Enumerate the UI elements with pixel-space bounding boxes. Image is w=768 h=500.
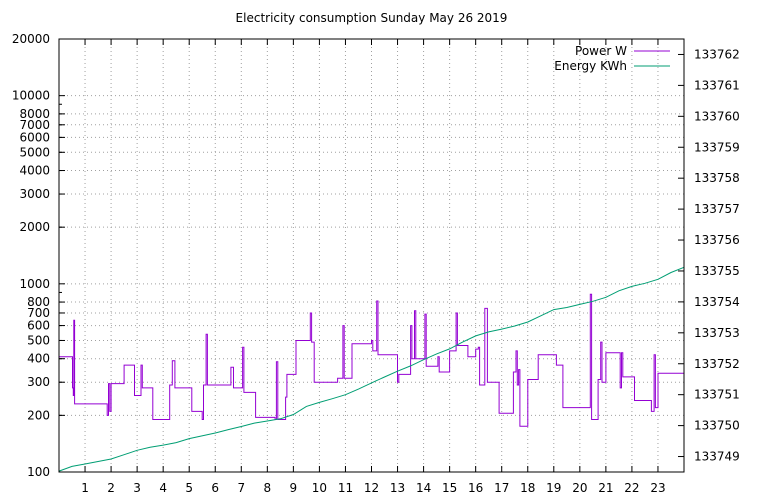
y-tick-label: 20000 bbox=[12, 32, 50, 46]
x-tick-label: 3 bbox=[133, 481, 141, 495]
y-tick-label: 5000 bbox=[19, 145, 50, 159]
y2-tick-label: 133749 bbox=[694, 450, 740, 464]
y2-tick-label: 133750 bbox=[694, 419, 740, 433]
x-tick-label: 19 bbox=[546, 481, 561, 495]
x-tick-label: 2 bbox=[107, 481, 115, 495]
y2-tick-label: 133758 bbox=[694, 171, 740, 185]
y2-tick-label: 133762 bbox=[694, 47, 740, 61]
y2-tick-label: 133755 bbox=[694, 264, 740, 278]
y-tick-label: 10000 bbox=[12, 89, 50, 103]
x-tick-label: 11 bbox=[338, 481, 353, 495]
y-tick-label: 8000 bbox=[19, 107, 50, 121]
x-tick-label: 7 bbox=[237, 481, 245, 495]
y-tick-label: 4000 bbox=[19, 164, 50, 178]
y2-tick-label: 133753 bbox=[694, 326, 740, 340]
series-lines bbox=[58, 266, 685, 472]
x-tick-label: 18 bbox=[520, 481, 535, 495]
series-line-0 bbox=[59, 293, 684, 427]
x-tick-label: 15 bbox=[442, 481, 457, 495]
y2-tick-label: 133759 bbox=[694, 140, 740, 154]
x-tick-label: 5 bbox=[185, 481, 193, 495]
y-tick-label: 800 bbox=[27, 295, 50, 309]
y-tick-label: 600 bbox=[27, 319, 50, 333]
x-tick-label: 23 bbox=[650, 481, 665, 495]
y-tick-label: 300 bbox=[27, 375, 50, 389]
y2-tick-label: 133751 bbox=[694, 388, 740, 402]
x-tick-label: 17 bbox=[494, 481, 509, 495]
y-tick-label: 2000 bbox=[19, 220, 50, 234]
y2-tick-label: 133756 bbox=[694, 233, 740, 247]
x-tick-label: 10 bbox=[312, 481, 327, 495]
x-tick-label: 13 bbox=[390, 481, 405, 495]
x-tick-label: 14 bbox=[416, 481, 431, 495]
x-tick-label: 9 bbox=[290, 481, 298, 495]
x-tick-label: 6 bbox=[211, 481, 219, 495]
x-tick-label: 1 bbox=[81, 481, 89, 495]
y-tick-label: 6000 bbox=[19, 130, 50, 144]
x-tick-label: 12 bbox=[364, 481, 379, 495]
y-tick-label: 200 bbox=[27, 408, 50, 422]
y-tick-label: 400 bbox=[27, 352, 50, 366]
axis-ticks: 1 2 3 4 5 6 7 8 9 10 11 12 13 14 15 16 17 18 19 20 21 22 23100… bbox=[12, 32, 740, 495]
y-tick-label: 500 bbox=[27, 333, 50, 347]
y-tick-label: 7000 bbox=[19, 118, 50, 132]
y2-tick-label: 133752 bbox=[694, 357, 740, 371]
y-tick-label: 100 bbox=[27, 465, 50, 479]
y-tick-label: 1000 bbox=[19, 277, 50, 291]
y2-tick-label: 133754 bbox=[694, 295, 740, 309]
y-tick-label: 700 bbox=[27, 306, 50, 320]
x-tick-label: 22 bbox=[624, 481, 639, 495]
x-tick-label: 20 bbox=[572, 481, 587, 495]
series-line-1 bbox=[58, 266, 685, 472]
y2-tick-label: 133757 bbox=[694, 202, 740, 216]
legend-label-0: Power W bbox=[575, 44, 627, 58]
x-tick-label: 4 bbox=[159, 481, 167, 495]
x-tick-label: 16 bbox=[468, 481, 483, 495]
x-tick-label: 8 bbox=[264, 481, 272, 495]
y2-tick-label: 133761 bbox=[694, 78, 740, 92]
y2-tick-label: 133760 bbox=[694, 109, 740, 123]
chart-title: Electricity consumption Sunday May 26 20… bbox=[236, 11, 508, 25]
y-tick-label: 3000 bbox=[19, 187, 50, 201]
legend-label-1: Energy KWh bbox=[554, 59, 627, 73]
x-tick-label: 21 bbox=[598, 481, 613, 495]
